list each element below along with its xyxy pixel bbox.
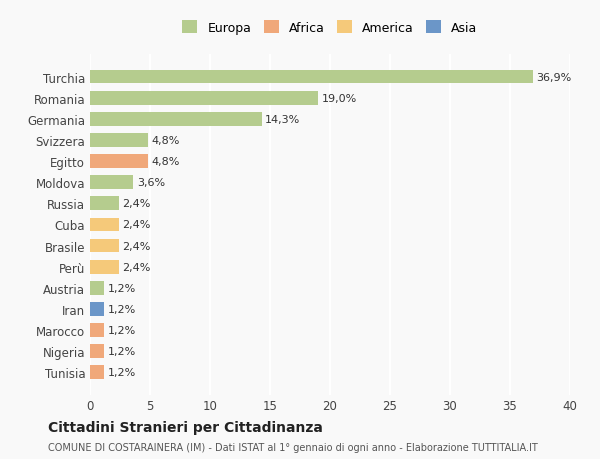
Text: 4,8%: 4,8%: [151, 135, 179, 146]
Text: 2,4%: 2,4%: [122, 241, 151, 251]
Bar: [90, 155, 148, 168]
Text: Cittadini Stranieri per Cittadinanza: Cittadini Stranieri per Cittadinanza: [48, 420, 323, 435]
Text: 1,2%: 1,2%: [108, 283, 136, 293]
Bar: [90, 92, 318, 105]
Bar: [90, 260, 119, 274]
Bar: [90, 345, 104, 358]
Bar: [90, 302, 104, 316]
Bar: [90, 176, 133, 190]
Text: 2,4%: 2,4%: [122, 262, 151, 272]
Text: 1,2%: 1,2%: [108, 325, 136, 335]
Text: 14,3%: 14,3%: [265, 115, 301, 124]
Text: 36,9%: 36,9%: [536, 73, 572, 82]
Bar: [90, 324, 104, 337]
Text: 3,6%: 3,6%: [137, 178, 165, 188]
Text: 4,8%: 4,8%: [151, 157, 179, 167]
Text: 1,2%: 1,2%: [108, 347, 136, 356]
Text: 1,2%: 1,2%: [108, 368, 136, 377]
Text: 1,2%: 1,2%: [108, 304, 136, 314]
Bar: [90, 197, 119, 211]
Text: 19,0%: 19,0%: [322, 94, 357, 103]
Bar: [90, 218, 119, 232]
Text: 2,4%: 2,4%: [122, 220, 151, 230]
Bar: [90, 281, 104, 295]
Text: 2,4%: 2,4%: [122, 199, 151, 209]
Legend: Europa, Africa, America, Asia: Europa, Africa, America, Asia: [179, 17, 481, 38]
Bar: [90, 112, 262, 126]
Text: COMUNE DI COSTARAINERA (IM) - Dati ISTAT al 1° gennaio di ogni anno - Elaborazio: COMUNE DI COSTARAINERA (IM) - Dati ISTAT…: [48, 442, 538, 452]
Bar: [90, 239, 119, 253]
Bar: [90, 71, 533, 84]
Bar: [90, 366, 104, 379]
Bar: [90, 134, 148, 147]
